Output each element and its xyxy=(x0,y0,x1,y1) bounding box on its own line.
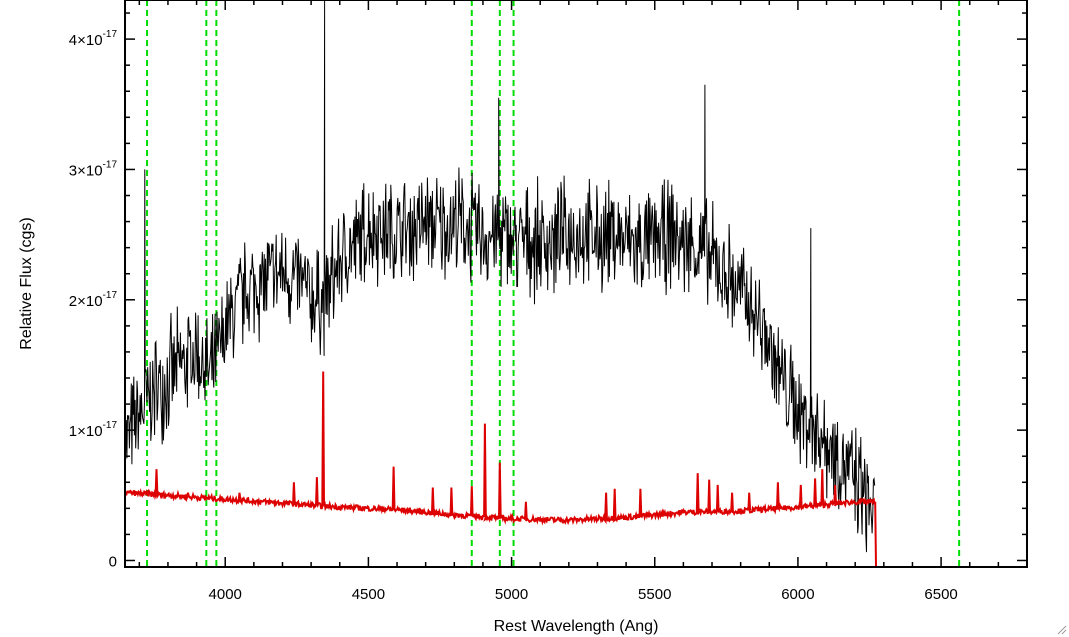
x-tick-label: 5500 xyxy=(638,586,671,603)
x-tick-label: 6000 xyxy=(781,586,814,603)
series-layer xyxy=(124,0,1027,568)
y-tick-label: 3×10-17 xyxy=(69,159,118,179)
y-tick-label: 0 xyxy=(109,553,117,570)
x-tick-label: 6500 xyxy=(924,586,957,603)
y-tick-label: 1×10-17 xyxy=(69,420,118,440)
model-spectrum-line xyxy=(124,371,1027,568)
tick-labels: 4000 4500 5000 5500 6000 6500 0 1×10-17 2×10-17 3… xyxy=(69,29,958,603)
resize-grip-icon[interactable] xyxy=(1055,623,1067,635)
x-tick-label: 4000 xyxy=(209,586,242,603)
y-axis-title: Relative Flux (cgs) xyxy=(18,217,35,349)
y-tick-label: 2×10-17 xyxy=(69,290,118,310)
reference-lines xyxy=(146,0,961,567)
x-tick-label: 5000 xyxy=(495,586,528,603)
axis-ticks xyxy=(125,0,1028,567)
y-tick-label: 4×10-17 xyxy=(69,29,118,49)
x-axis-title: Rest Wavelength (Ang) xyxy=(494,618,659,635)
observed-spectrum-line xyxy=(124,0,876,553)
plot-frame xyxy=(124,0,1028,568)
x-tick-label: 4500 xyxy=(352,586,385,603)
